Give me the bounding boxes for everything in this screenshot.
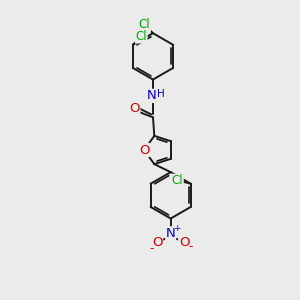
Text: Cl: Cl <box>139 18 151 32</box>
Text: H: H <box>158 88 165 98</box>
Text: Cl: Cl <box>135 30 147 43</box>
Text: +: + <box>173 224 181 232</box>
Text: Cl: Cl <box>172 174 183 187</box>
Text: O: O <box>139 143 149 157</box>
Text: -: - <box>188 240 193 253</box>
Text: N: N <box>166 227 175 240</box>
Text: N: N <box>147 89 156 102</box>
Text: O: O <box>152 236 163 249</box>
Text: O: O <box>179 236 189 249</box>
Text: -: - <box>150 242 154 255</box>
Text: O: O <box>129 103 140 116</box>
